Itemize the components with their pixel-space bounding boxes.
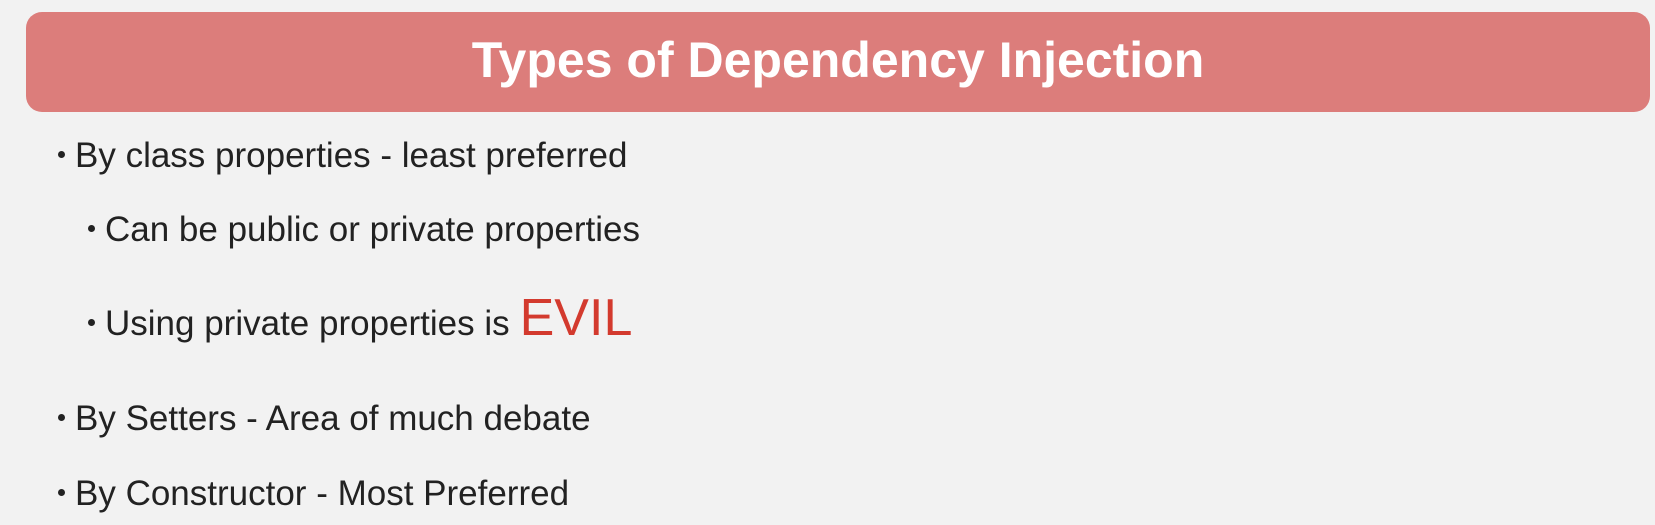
bullet-dot-icon [58,489,65,496]
bullet-text: Using private properties is [105,304,510,343]
bullet-text: Can be public or private properties [105,210,641,249]
slide-title: Types of Dependency Injection [471,32,1205,88]
bullet-dot-icon [58,151,65,158]
bullet-item-constructor: By Constructor - Most Preferred [58,474,569,514]
sub-bullet-item-private-evil: Using private properties is EVIL [88,292,632,344]
evil-emphasis: EVIL [519,289,633,347]
bullet-item-class-properties: By class properties - least preferred [58,136,627,176]
bullet-text: By Constructor - Most Preferred [75,474,570,513]
bullet-text: By Setters - Area of much debate [75,399,591,438]
bullet-dot-icon [88,319,95,326]
bullet-dot-icon [88,225,95,232]
title-banner: Types of Dependency Injection [26,12,1650,112]
sub-bullet-item-public-private: Can be public or private properties [88,210,640,250]
bullet-item-setters: By Setters - Area of much debate [58,399,591,439]
bullet-dot-icon [58,414,65,421]
bullet-text: By class properties - least preferred [75,136,628,175]
